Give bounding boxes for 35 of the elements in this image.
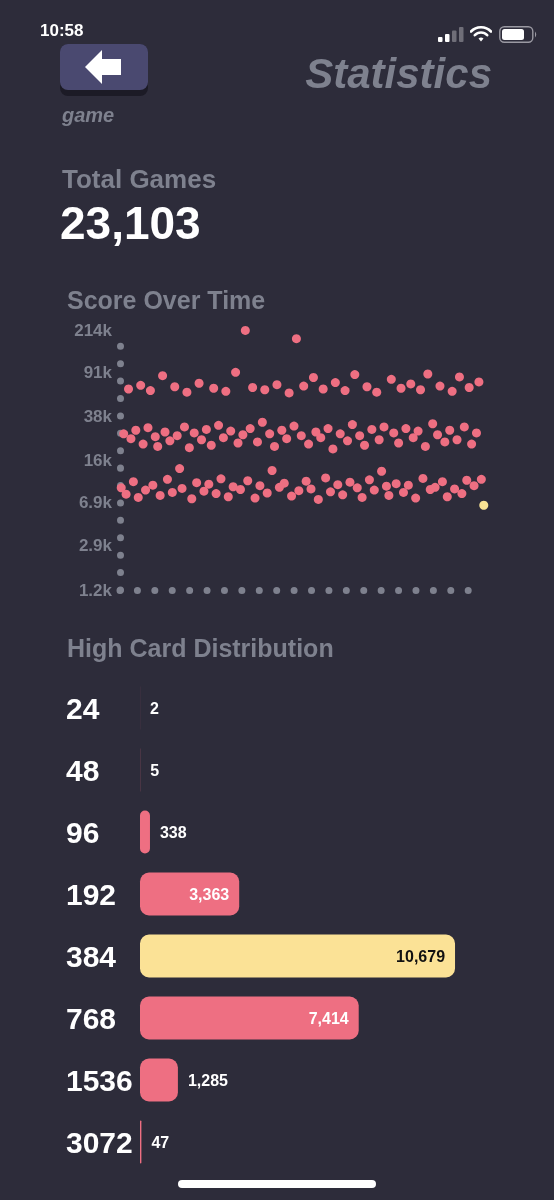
data-label: 47 <box>151 1133 170 1151</box>
data-label: 338 <box>159 823 187 841</box>
y-tick-label: 384 <box>66 939 117 973</box>
text: 23,103 <box>60 196 201 250</box>
y-tick-label: 1536 <box>66 1063 133 1097</box>
text: game <box>62 104 115 127</box>
y-tick-label: 48 <box>66 753 100 787</box>
bar <box>140 810 150 854</box>
y-tick-label: 768 <box>66 1001 117 1035</box>
text: 10:58 <box>40 21 84 41</box>
y-tick-label: 192 <box>66 877 117 911</box>
y-tick-label: 214k <box>74 320 113 340</box>
data-label: 5 <box>150 761 160 779</box>
data-label: 2 <box>150 699 160 717</box>
y-tick-label: 2.9k <box>78 536 113 556</box>
y-tick-label: 3072 <box>66 1125 133 1159</box>
text: Total Games <box>62 164 217 195</box>
chart-title: Score Over Time <box>67 285 266 314</box>
data-label: 7,414 <box>308 1009 349 1027</box>
bar <box>140 1058 178 1102</box>
y-tick-label: 24 <box>66 691 100 725</box>
y-tick-label: 91k <box>83 363 113 383</box>
data-label: 3,363 <box>189 885 230 903</box>
data-label: 10,679 <box>396 947 446 965</box>
bar <box>140 934 456 978</box>
chart-title: High Card Distribution <box>67 633 334 662</box>
y-tick-label: 96 <box>66 815 100 849</box>
y-tick-label: 38k <box>83 407 113 427</box>
bar <box>140 996 359 1040</box>
text: Statistics <box>305 50 492 98</box>
y-tick-label: 6.9k <box>78 492 113 512</box>
y-tick-label: 1.2k <box>78 580 113 600</box>
data-label: 1,285 <box>187 1071 229 1089</box>
y-tick-label: 16k <box>83 450 113 470</box>
bar <box>140 872 240 916</box>
